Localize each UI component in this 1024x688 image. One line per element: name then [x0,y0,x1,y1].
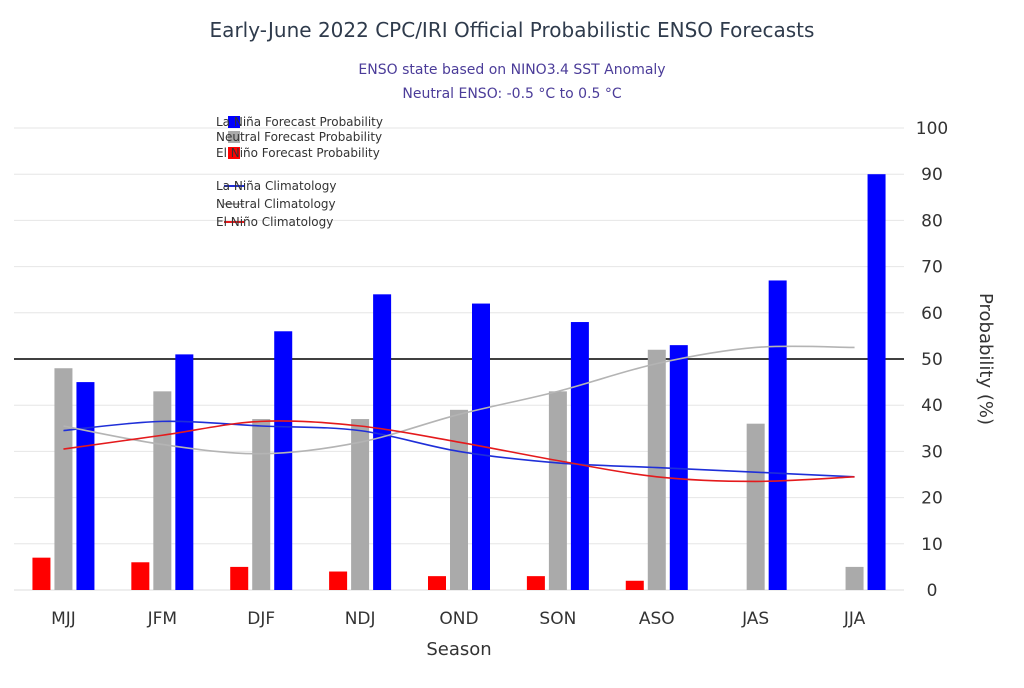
x-tick-label: JAS [741,609,769,629]
line-neutral-clim [63,345,855,455]
bar-neutral [351,419,370,590]
bar-la-nina [274,331,293,590]
bars [32,174,886,590]
legend-swatch [228,147,240,159]
legend-label: La Niña Forecast Probability [216,115,383,129]
bar-la-nina [570,322,589,590]
bar-el-nino [526,576,545,590]
y-tick-label: 0 [927,581,938,601]
bar-neutral [746,423,765,590]
bar-el-nino [32,557,51,590]
bar-neutral [450,409,468,590]
x-tick-label: ASO [639,609,675,629]
bar-el-nino [428,576,446,590]
legend-swatch [228,116,240,128]
bar-neutral [252,419,271,590]
bar-el-nino [230,566,249,590]
bar-la-nina [76,382,95,590]
chart-title: Early-June 2022 CPC/IRI Official Probabi… [210,18,815,42]
legend-label: Neutral Forecast Probability [216,130,382,144]
chart-subtitle-line-2: Neutral ENSO: -0.5 °C to 0.5 °C [402,86,621,102]
legend-label: La Niña Climatology [216,179,336,193]
x-tick-label: SON [539,609,576,629]
line-la-nina-clim [63,420,855,478]
climatology-lines [63,345,855,483]
bar-la-nina [768,280,787,590]
x-tick-label: OND [439,609,478,629]
bar-la-nina [373,294,392,590]
x-tick-label: MJJ [51,609,76,629]
bar-la-nina [669,345,688,590]
line-el-nino-clim [63,420,855,483]
x-tick-label: JJA [843,609,866,629]
bar-neutral [647,349,666,590]
bar-el-nino [625,580,644,590]
y-tick-label: 70 [921,258,943,278]
x-tick-label: JFM [147,609,177,629]
y-axis-title: Probability (%) [975,293,996,425]
bar-neutral [54,368,73,590]
x-axis-title: Season [426,639,491,660]
bar-la-nina [175,354,194,590]
legend-swatch [228,131,240,143]
y-tick-label: 100 [916,119,948,139]
y-tick-label: 30 [921,442,943,462]
legend-label: El Niño Climatology [216,215,333,229]
bar-neutral [548,391,567,590]
y-tick-label: 20 [921,489,943,509]
bar-el-nino [329,571,348,590]
bar-la-nina [867,174,886,590]
y-tick-label: 80 [921,211,943,231]
y-tick-label: 10 [921,535,943,555]
bar-neutral [845,566,864,590]
legend-label: El Niño Forecast Probability [216,146,380,160]
bar-neutral [153,391,172,590]
x-tick-label: NDJ [345,609,376,629]
y-tick-label: 90 [921,165,943,185]
bar-el-nino [131,562,150,590]
y-tick-label: 50 [921,350,943,370]
legend-label: Neutral Climatology [216,197,336,211]
tick-labels: JJA JAS ASO SON OND NDJ DJF JFM MJJ 0 10 20 30 40 50 60… [51,119,948,629]
chart-subtitle-line-1: ENSO state based on NINO3.4 SST Anomaly [358,62,665,78]
y-tick-label: 40 [921,396,943,416]
y-tick-label: 60 [921,304,943,324]
x-tick-label: DJF [247,609,275,629]
